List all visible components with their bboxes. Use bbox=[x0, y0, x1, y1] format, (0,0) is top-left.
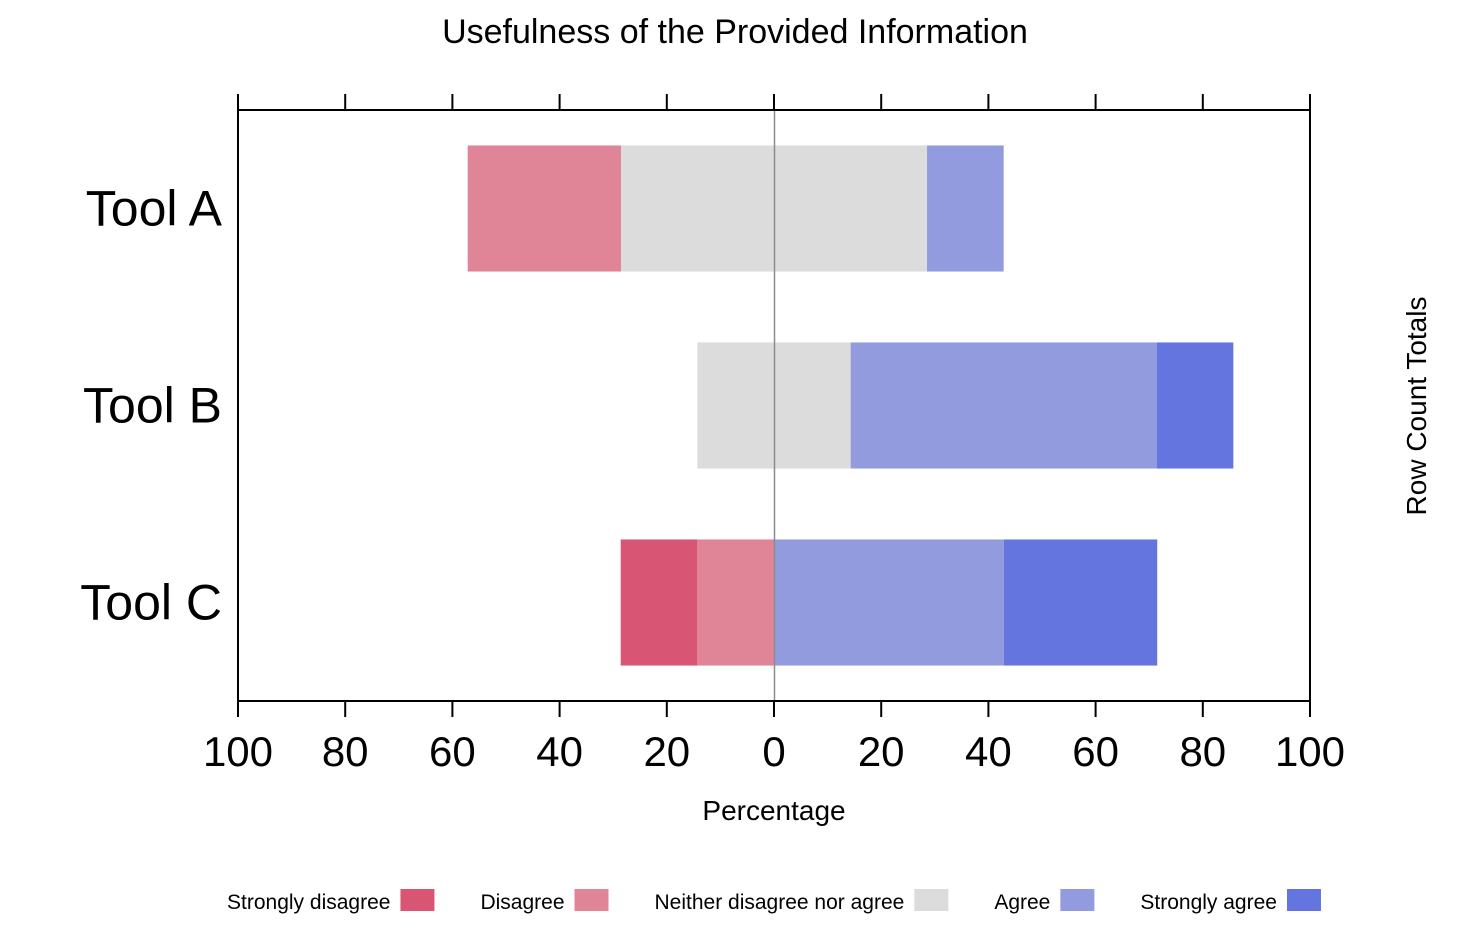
bar-tool-c-strongly-disagree bbox=[620, 539, 698, 666]
legend-label: Neither disagree nor agree bbox=[655, 891, 905, 914]
x-tick-label: 0 bbox=[762, 728, 785, 775]
legend-swatch bbox=[1060, 889, 1095, 911]
bar-tool-a-neither-disagree-nor-agree-left bbox=[620, 145, 774, 272]
legend-item-strongly-disagree: Strongly disagree bbox=[227, 889, 435, 914]
bar-tool-a-disagree bbox=[467, 145, 621, 272]
legend: Strongly disagree Disagree Neither disagre… bbox=[227, 889, 1321, 914]
x-tick-label: 80 bbox=[1179, 728, 1226, 775]
right-axis-label: Row Count Totals bbox=[1401, 297, 1432, 516]
bar-tool-b-strongly-agree bbox=[1156, 342, 1234, 469]
legend-item-strongly-agree: Strongly agree bbox=[1140, 889, 1321, 914]
legend-swatch bbox=[914, 889, 949, 911]
legend-label: Agree bbox=[994, 891, 1050, 914]
x-tick-label: 40 bbox=[965, 728, 1012, 775]
bar-tool-c-disagree bbox=[697, 539, 774, 666]
x-tick-label: 100 bbox=[1275, 728, 1345, 775]
x-tick-label: 20 bbox=[858, 728, 905, 775]
bar-tool-c-strongly-agree bbox=[1003, 539, 1158, 666]
x-tick-label: 100 bbox=[203, 728, 273, 775]
x-tick-label: 40 bbox=[536, 728, 583, 775]
y-category-labels: Tool A Tool B Tool C bbox=[80, 181, 222, 631]
x-tick-label: 60 bbox=[429, 728, 476, 775]
bar-tool-a-neither-disagree-nor-agree-right bbox=[774, 145, 928, 272]
y-label-tool-c: Tool C bbox=[80, 575, 222, 631]
legend-swatch bbox=[574, 889, 609, 911]
bar-tool-c-agree bbox=[774, 539, 1004, 666]
chart-title: Usefulness of the Provided Information bbox=[442, 13, 1028, 51]
bars-group bbox=[467, 145, 1234, 666]
bar-tool-b-neither-disagree-nor-agree-right bbox=[774, 342, 851, 469]
legend-swatch bbox=[1286, 889, 1321, 911]
bar-tool-b-neither-disagree-nor-agree-left bbox=[697, 342, 774, 469]
x-axis-label: Percentage bbox=[702, 795, 845, 826]
legend-label: Disagree bbox=[480, 891, 564, 914]
legend-label: Strongly disagree bbox=[227, 891, 390, 914]
y-label-tool-a: Tool A bbox=[86, 181, 223, 237]
y-label-tool-b: Tool B bbox=[83, 378, 222, 434]
bar-tool-a-agree bbox=[927, 145, 1004, 272]
x-tick-label: 60 bbox=[1072, 728, 1119, 775]
legend-swatch bbox=[400, 889, 435, 911]
legend-item-agree: Agree bbox=[994, 889, 1095, 914]
x-tick-label: 20 bbox=[643, 728, 690, 775]
legend-label: Strongly agree bbox=[1140, 891, 1277, 914]
legend-item-disagree: Disagree bbox=[480, 889, 609, 914]
legend-item-neither-disagree-nor-agree: Neither disagree nor agree bbox=[655, 889, 949, 914]
bar-tool-b-agree bbox=[850, 342, 1157, 469]
x-tick-label: 80 bbox=[322, 728, 369, 775]
x-ticks-group: 100 80 60 40 20 0 20 40 60 80 100 bbox=[203, 94, 1345, 775]
